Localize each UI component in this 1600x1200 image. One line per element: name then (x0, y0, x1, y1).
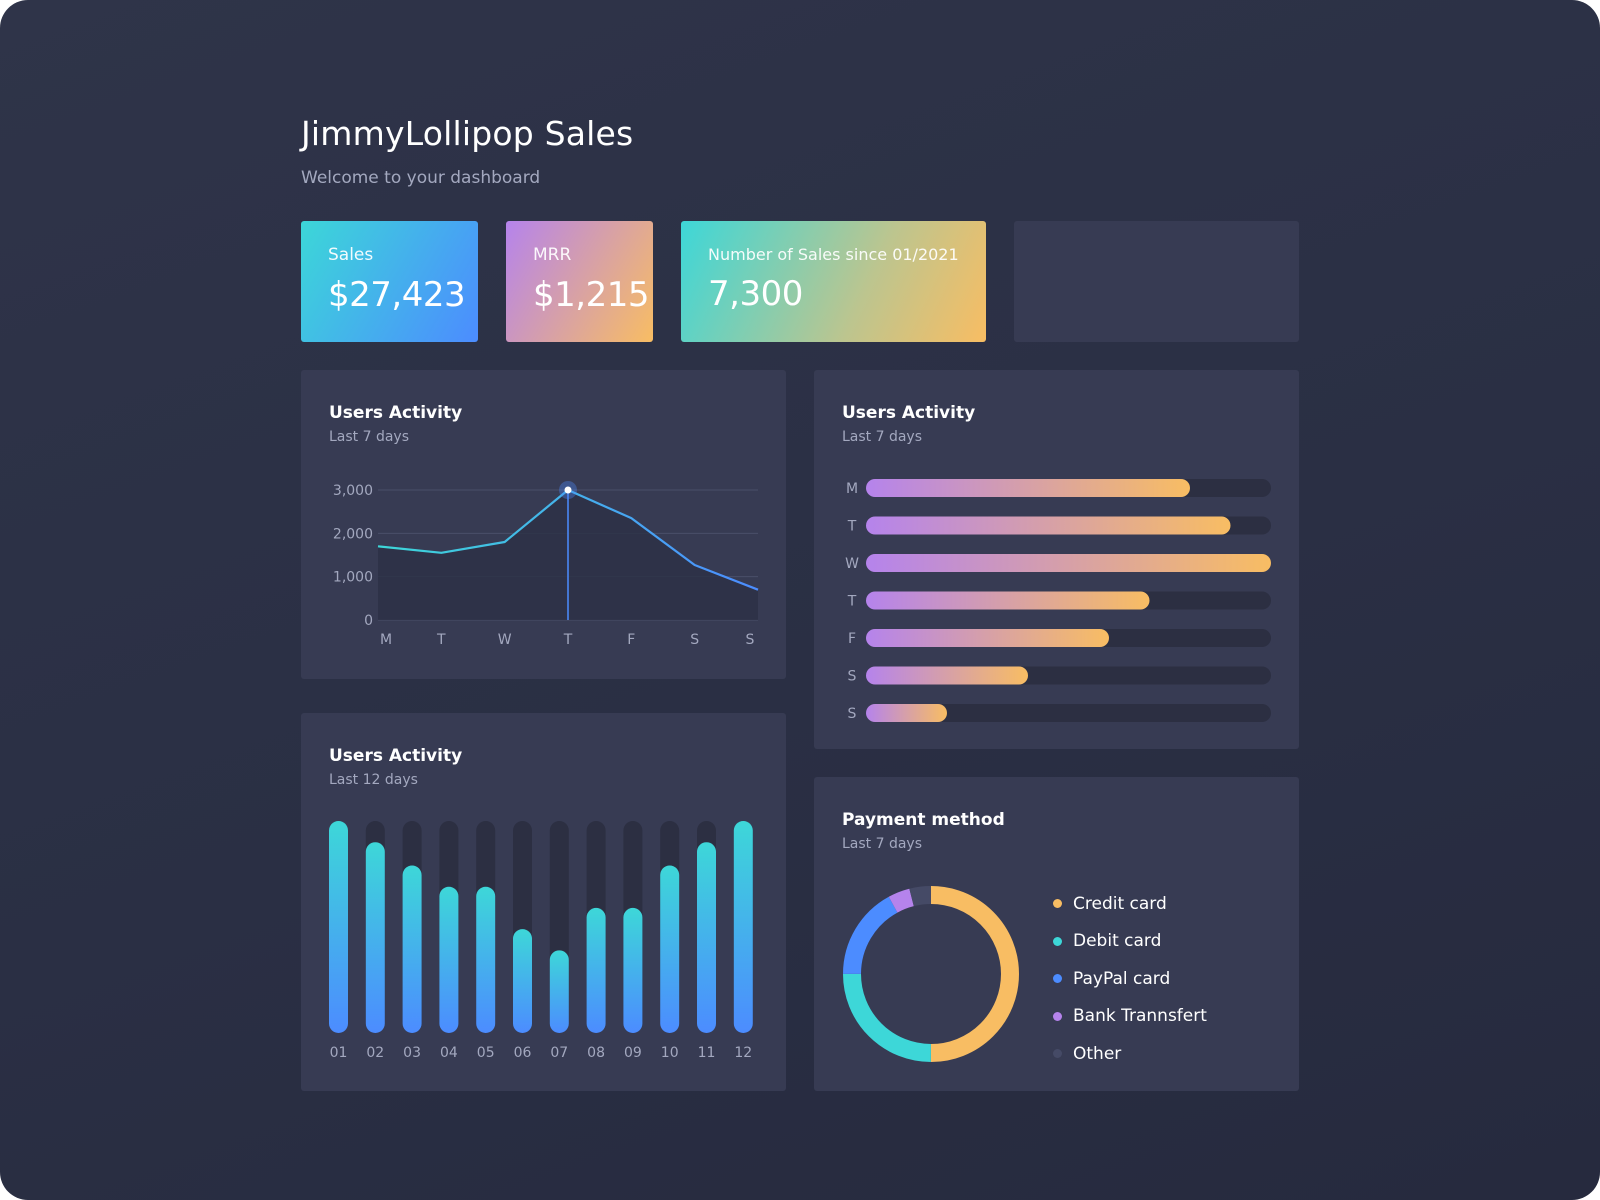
page-subtitle: Welcome to your dashboard (301, 168, 541, 188)
bar-label: M (846, 481, 858, 497)
legend-item: Bank Trannsfert (1053, 998, 1207, 1036)
bar-label: F (848, 631, 856, 647)
donut-chart (843, 886, 1019, 1062)
bar-label: T (847, 594, 857, 610)
bar-label: 04 (440, 1045, 458, 1061)
stat-card-empty (1014, 221, 1299, 342)
legend-item: PayPal card (1053, 960, 1207, 998)
stat-card-number-of-sales[interactable]: Number of Sales since 01/2021 7,300 (681, 221, 986, 342)
bar (586, 907, 606, 1033)
y-tick-label: 2,000 (333, 526, 373, 542)
bar-label: T (847, 519, 857, 535)
legend-dot (1053, 974, 1062, 984)
bar (549, 950, 569, 1033)
line-chart: 0 1,000 2,000 3,000 M T W T F S S (333, 481, 759, 648)
hbar-chart-card: Users Activity Last 7 days M T W T F S S (814, 370, 1299, 749)
y-tick-label: 3,000 (333, 483, 373, 499)
stat-label: MRR (533, 245, 572, 265)
bar (513, 929, 532, 1033)
card-title: Users Activity (842, 403, 976, 423)
highlight-point (564, 486, 572, 494)
legend-dot (1053, 1049, 1062, 1059)
x-tick-label: M (380, 632, 392, 648)
card-subtitle: Last 7 days (842, 429, 923, 445)
stat-label: Sales (328, 245, 374, 265)
donut-slice (843, 886, 1019, 1062)
line-chart-card: Users Activity Last 7 days 0 1,000 2,000 3,… (301, 370, 786, 679)
card-title: Payment method (842, 810, 1005, 830)
bar (866, 629, 1109, 647)
bar-label: W (845, 556, 859, 572)
legend-label: Credit card (1073, 893, 1167, 914)
legend-label: Debit card (1073, 931, 1162, 952)
bar-label: 06 (514, 1045, 532, 1061)
x-tick-label: F (627, 632, 635, 648)
bar (402, 865, 422, 1033)
bar-label: 01 (330, 1045, 348, 1061)
card-title: Users Activity (329, 746, 463, 766)
legend-dot (1053, 1011, 1062, 1021)
legend-item: Credit card (1053, 885, 1207, 923)
bar-label: S (848, 706, 857, 722)
bar (697, 842, 716, 1033)
card-subtitle: Last 7 days (329, 429, 410, 445)
bar-label: 11 (698, 1045, 716, 1061)
bar (623, 907, 643, 1033)
x-tick-label: T (563, 632, 573, 648)
y-tick-label: 1,000 (333, 570, 373, 586)
bar (866, 554, 1271, 572)
bar-label: 03 (403, 1045, 421, 1061)
bar-track (866, 704, 1271, 722)
stat-label: Number of Sales since 01/2021 (708, 245, 959, 264)
bar (476, 886, 496, 1033)
legend-item: Debit card (1053, 923, 1207, 961)
bar-label: 08 (587, 1045, 605, 1061)
x-tick-label: T (436, 632, 446, 648)
x-tick-label: S (690, 632, 699, 648)
bar-label: 07 (550, 1045, 568, 1061)
legend-label: PayPal card (1073, 968, 1171, 989)
page-title: JimmyLollipop Sales (301, 114, 634, 153)
legend-dot (1053, 899, 1062, 909)
bar-label: 09 (624, 1045, 642, 1061)
bar (866, 516, 1231, 535)
stat-value: $1,215 (533, 275, 649, 315)
legend-label: Bank Trannsfert (1073, 1006, 1207, 1027)
y-tick-label: 0 (364, 613, 373, 629)
card-title: Users Activity (329, 403, 463, 423)
bar (365, 842, 385, 1033)
hbar-chart: M T W T F S S (845, 479, 1271, 722)
vbar-chart-card: Users Activity Last 12 days 01 02 03 04 05 06… (301, 713, 786, 1091)
donut-slice (843, 886, 1019, 1062)
vbar-chart: 01 02 03 04 05 06 07 08 09 10 11 12 (329, 821, 753, 1061)
bar-label: S (848, 669, 857, 685)
stat-value: $27,423 (328, 275, 466, 315)
donut-legend: Credit card Debit card PayPal card Bank Tra… (1053, 885, 1207, 1073)
stat-value: 7,300 (708, 274, 803, 314)
bar (866, 591, 1150, 610)
bar (866, 666, 1028, 685)
bar (733, 821, 753, 1033)
legend-dot (1053, 936, 1062, 946)
bar (329, 821, 348, 1033)
bar (866, 704, 947, 722)
stat-card-mrr[interactable]: MRR $1,215 (506, 221, 653, 342)
bar (866, 479, 1190, 497)
x-tick-label: S (746, 632, 755, 648)
card-subtitle: Last 7 days (842, 836, 923, 852)
bar-label: 10 (661, 1045, 679, 1061)
bar-label: 05 (477, 1045, 495, 1061)
x-tick-label: W (498, 632, 512, 648)
bar (439, 886, 459, 1033)
legend-item: Other (1053, 1035, 1207, 1073)
payment-method-card: Payment method Last 7 days Credit card De… (814, 777, 1299, 1091)
bar-label: 02 (366, 1045, 384, 1061)
bar-label: 12 (734, 1045, 752, 1061)
bar (660, 865, 680, 1033)
legend-label: Other (1073, 1043, 1122, 1064)
stat-card-sales[interactable]: Sales $27,423 (301, 221, 478, 342)
card-subtitle: Last 12 days (329, 772, 418, 788)
